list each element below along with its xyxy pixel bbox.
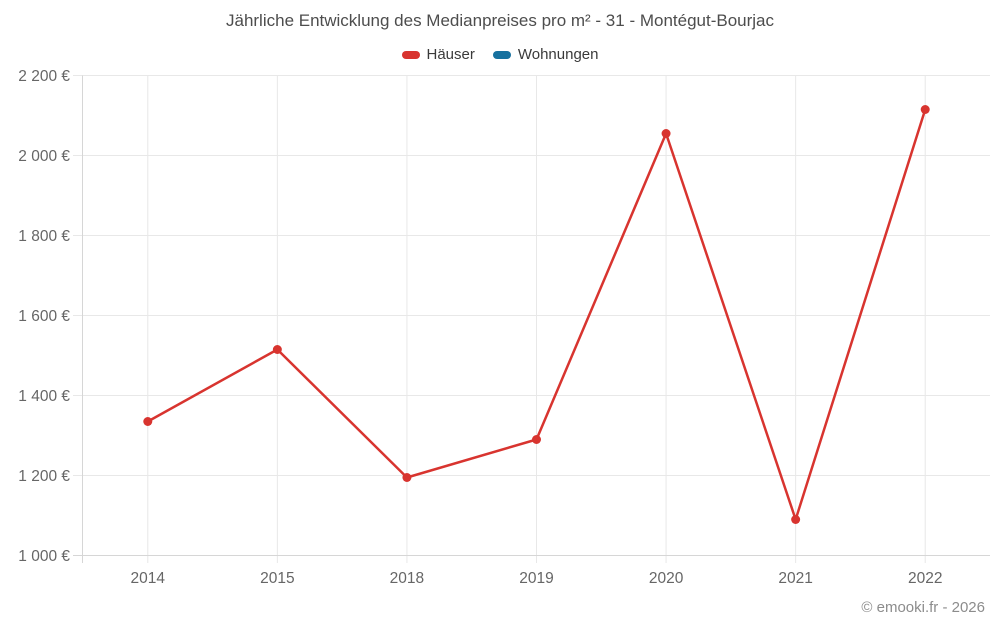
y-tick-label: 1 600 € <box>18 308 70 325</box>
legend: Häuser Wohnungen <box>0 46 1000 63</box>
legend-swatch-haeuser-icon <box>401 50 420 59</box>
y-tick-label: 2 000 € <box>18 148 70 165</box>
y-tick-label: 1 000 € <box>18 548 70 565</box>
data-point-2021[interactable] <box>791 515 801 524</box>
legend-label-wohnungen: Wohnungen <box>517 46 599 63</box>
y-tick-label: 1 200 € <box>18 468 70 485</box>
data-point-2015[interactable] <box>272 345 282 354</box>
x-tick-label: 2018 <box>390 570 424 587</box>
legend-swatch-wohnungen-icon <box>492 50 511 59</box>
data-point-2018[interactable] <box>402 473 412 482</box>
x-tick-label: 2020 <box>649 570 684 587</box>
data-point-2022[interactable] <box>920 105 930 114</box>
x-tick-label: 2019 <box>519 570 553 587</box>
x-tick-label: 2022 <box>908 570 942 587</box>
x-tick-label: 2015 <box>260 570 294 587</box>
x-tick-label: 2021 <box>778 570 812 587</box>
data-point-2019[interactable] <box>532 435 541 444</box>
y-tick-label: 2 200 € <box>18 68 70 85</box>
y-tick-label: 1 400 € <box>18 388 70 405</box>
legend-item-haeuser[interactable]: Häuser <box>401 46 475 63</box>
y-tick-label: 1 800 € <box>18 228 70 245</box>
x-tick-label: 2014 <box>131 570 166 587</box>
data-point-2014[interactable] <box>143 417 153 426</box>
legend-item-wohnungen[interactable]: Wohnungen <box>492 46 599 63</box>
chart-title: Jährliche Entwicklung des Medianpreises … <box>225 11 775 30</box>
data-point-2020[interactable] <box>661 129 671 138</box>
legend-label-haeuser: Häuser <box>426 46 475 63</box>
copyright: © emooki.fr - 2026 <box>861 599 985 616</box>
